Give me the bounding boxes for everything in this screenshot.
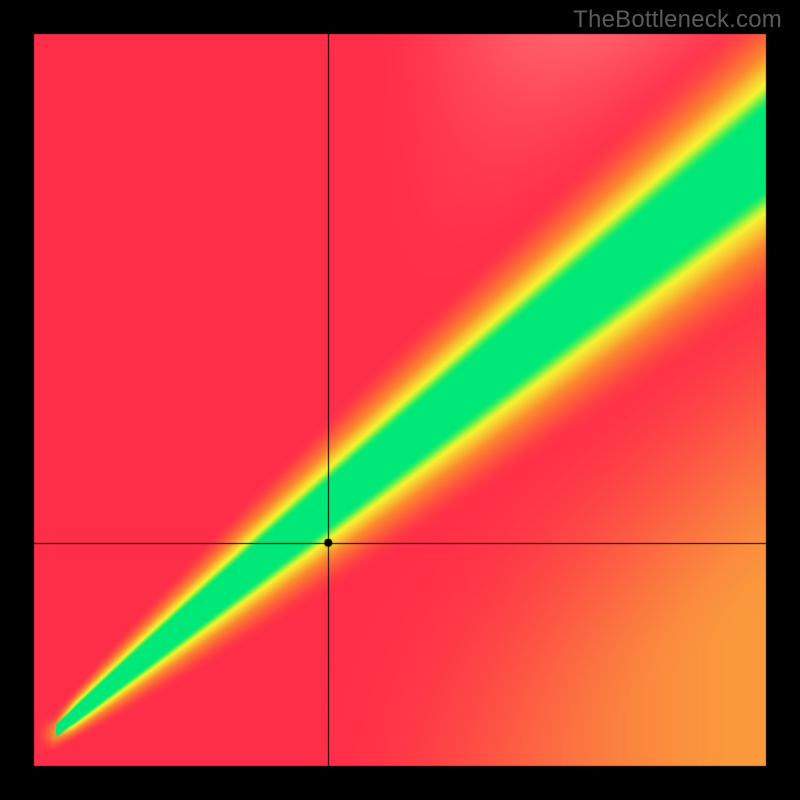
watermark-text: TheBottleneck.com bbox=[573, 6, 782, 34]
chart-container: { "chart": { "type": "heatmap", "width":… bbox=[0, 0, 800, 800]
bottleneck-heatmap-canvas bbox=[0, 0, 800, 800]
